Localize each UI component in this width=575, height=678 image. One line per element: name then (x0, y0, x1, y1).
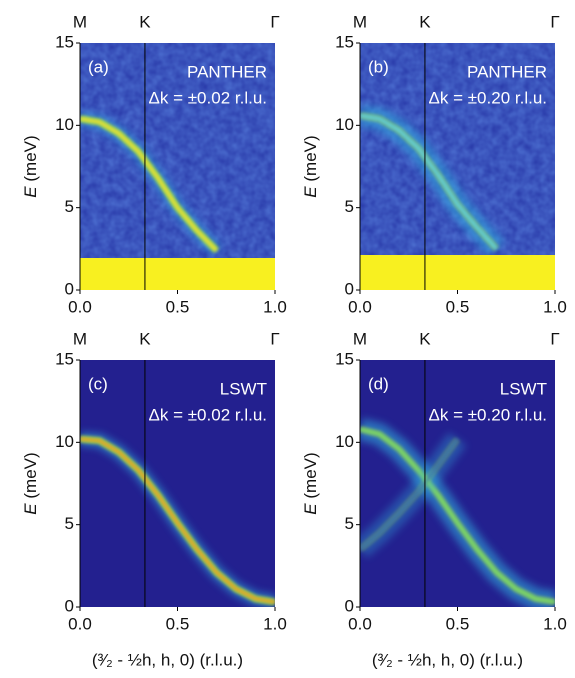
heatmap-background (360, 360, 555, 607)
y-tick-label: 10 (335, 115, 354, 134)
y-axis-label: E (meV) (21, 452, 40, 514)
y-axis-symbol: E (301, 186, 320, 198)
y-axis-unit: (meV) (301, 135, 320, 181)
y-tick-label: 10 (55, 432, 74, 451)
x-tick-label: 0.0 (68, 297, 92, 316)
symmetry-point-label: M (73, 329, 87, 348)
dispersion-line (80, 117, 218, 252)
y-tick-label: 15 (335, 32, 354, 51)
symmetry-point-label: K (419, 329, 431, 348)
y-tick-label: 5 (65, 197, 74, 216)
x-tick-label: 0.0 (68, 614, 92, 633)
x-tick-label: 1.0 (543, 614, 567, 633)
x-tick-label: 0.5 (166, 614, 190, 633)
symmetry-point-label: M (73, 12, 87, 31)
y-axis-symbol: E (301, 503, 320, 515)
symmetry-point-label: K (419, 12, 431, 31)
resolution-label: Δk = ±0.02 r.l.u. (149, 405, 268, 424)
panel-label: (b) (368, 57, 389, 76)
y-axis-unit: (meV) (21, 452, 40, 498)
plot-area (360, 43, 555, 290)
instrument-label: PANTHER (467, 62, 547, 81)
x-tick-label: 0.5 (166, 297, 190, 316)
heatmap-background (80, 360, 275, 607)
y-tick-label: 5 (65, 514, 74, 533)
dispersion-line (360, 438, 459, 551)
symmetry-point-label: K (139, 329, 151, 348)
symmetry-point-label: Γ (550, 12, 559, 31)
instrument-label: PANTHER (187, 62, 267, 81)
x-tick-label: 1.0 (543, 297, 567, 316)
y-tick-label: 10 (55, 115, 74, 134)
plot-area (360, 360, 555, 607)
x-axis-label: (³⁄₂ - ½h, h, 0) (r.l.u.) (92, 650, 243, 669)
resolution-label: Δk = ±0.20 r.l.u. (429, 88, 548, 107)
instrument-label: LSWT (500, 379, 547, 398)
dispersion-line (80, 437, 275, 604)
panel-label: (a) (88, 57, 109, 76)
elastic-background (80, 258, 275, 290)
resolution-label: Δk = ±0.02 r.l.u. (149, 88, 268, 107)
y-axis-symbol: E (21, 503, 40, 515)
y-tick-label: 0 (65, 279, 74, 298)
y-tick-label: 0 (345, 596, 354, 615)
y-tick-label: 15 (335, 349, 354, 368)
symmetry-point-label: K (139, 12, 151, 31)
instrument-label: LSWT (220, 379, 267, 398)
y-axis-label: E (meV) (21, 135, 40, 197)
y-tick-label: 5 (345, 514, 354, 533)
symmetry-point-label: Γ (270, 12, 279, 31)
y-tick-label: 5 (345, 197, 354, 216)
panel-label: (d) (368, 374, 389, 393)
symmetry-point-label: M (353, 329, 367, 348)
symmetry-point-label: M (353, 12, 367, 31)
y-tick-label: 0 (65, 596, 74, 615)
heatmap-noise (360, 43, 555, 290)
x-tick-label: 1.0 (263, 297, 287, 316)
symmetry-point-label: Γ (270, 329, 279, 348)
x-tick-label: 0.5 (446, 614, 470, 633)
elastic-background (360, 255, 555, 290)
x-tick-label: 1.0 (263, 614, 287, 633)
x-tick-label: 0.0 (348, 297, 372, 316)
y-tick-label: 15 (55, 32, 74, 51)
y-axis-unit: (meV) (301, 452, 320, 498)
y-axis-label: E (meV) (301, 135, 320, 197)
dispersion-line (360, 113, 498, 250)
x-tick-label: 0.0 (348, 614, 372, 633)
plot-area (80, 43, 275, 290)
dispersion-line (360, 427, 555, 604)
y-tick-label: 0 (345, 279, 354, 298)
y-tick-label: 10 (335, 432, 354, 451)
x-tick-label: 0.5 (446, 297, 470, 316)
symmetry-point-label: Γ (550, 329, 559, 348)
y-axis-unit: (meV) (21, 135, 40, 181)
y-tick-label: 15 (55, 349, 74, 368)
y-axis-symbol: E (21, 186, 40, 198)
resolution-label: Δk = ±0.20 r.l.u. (429, 405, 548, 424)
heatmap-noise (80, 43, 275, 290)
x-axis-label: (³⁄₂ - ½h, h, 0) (r.l.u.) (372, 650, 523, 669)
y-axis-label: E (meV) (301, 452, 320, 514)
panel-label: (c) (88, 374, 108, 393)
plot-area (80, 360, 275, 607)
